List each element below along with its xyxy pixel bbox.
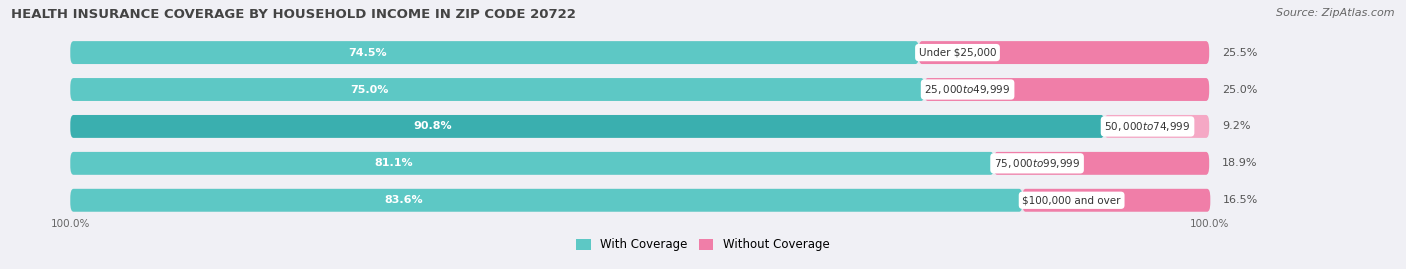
FancyBboxPatch shape bbox=[70, 78, 1209, 101]
FancyBboxPatch shape bbox=[1104, 115, 1209, 138]
Text: HEALTH INSURANCE COVERAGE BY HOUSEHOLD INCOME IN ZIP CODE 20722: HEALTH INSURANCE COVERAGE BY HOUSEHOLD I… bbox=[11, 8, 576, 21]
Text: $25,000 to $49,999: $25,000 to $49,999 bbox=[925, 83, 1011, 96]
FancyBboxPatch shape bbox=[70, 152, 1209, 175]
Text: 81.1%: 81.1% bbox=[374, 158, 413, 168]
Text: $75,000 to $99,999: $75,000 to $99,999 bbox=[994, 157, 1080, 170]
Text: 25.0%: 25.0% bbox=[1222, 84, 1257, 94]
Text: 18.9%: 18.9% bbox=[1222, 158, 1257, 168]
FancyBboxPatch shape bbox=[70, 189, 1211, 212]
Text: 83.6%: 83.6% bbox=[384, 195, 423, 205]
Legend: With Coverage, Without Coverage: With Coverage, Without Coverage bbox=[572, 234, 834, 256]
Text: 100.0%: 100.0% bbox=[51, 220, 90, 229]
Text: 25.5%: 25.5% bbox=[1222, 48, 1257, 58]
Text: 90.8%: 90.8% bbox=[413, 121, 451, 132]
FancyBboxPatch shape bbox=[918, 41, 1209, 64]
Text: 9.2%: 9.2% bbox=[1222, 121, 1250, 132]
FancyBboxPatch shape bbox=[70, 152, 994, 175]
Text: $100,000 and over: $100,000 and over bbox=[1022, 195, 1121, 205]
Text: 75.0%: 75.0% bbox=[350, 84, 388, 94]
FancyBboxPatch shape bbox=[70, 115, 1104, 138]
FancyBboxPatch shape bbox=[70, 78, 925, 101]
FancyBboxPatch shape bbox=[994, 152, 1209, 175]
FancyBboxPatch shape bbox=[70, 115, 1209, 138]
FancyBboxPatch shape bbox=[70, 189, 1022, 212]
Text: Source: ZipAtlas.com: Source: ZipAtlas.com bbox=[1277, 8, 1395, 18]
FancyBboxPatch shape bbox=[1022, 189, 1211, 212]
Text: 16.5%: 16.5% bbox=[1223, 195, 1258, 205]
Text: 100.0%: 100.0% bbox=[1189, 220, 1229, 229]
Text: Under $25,000: Under $25,000 bbox=[918, 48, 997, 58]
FancyBboxPatch shape bbox=[70, 41, 918, 64]
FancyBboxPatch shape bbox=[70, 41, 1209, 64]
FancyBboxPatch shape bbox=[925, 78, 1209, 101]
Text: $50,000 to $74,999: $50,000 to $74,999 bbox=[1104, 120, 1191, 133]
Text: 74.5%: 74.5% bbox=[347, 48, 387, 58]
